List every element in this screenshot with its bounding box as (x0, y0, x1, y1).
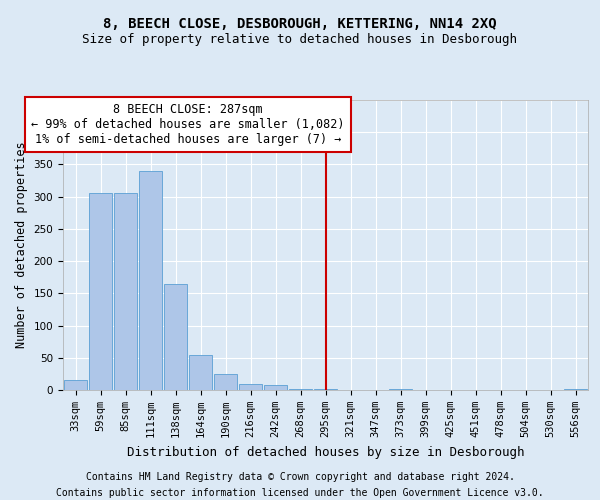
Text: 8, BEECH CLOSE, DESBOROUGH, KETTERING, NN14 2XQ: 8, BEECH CLOSE, DESBOROUGH, KETTERING, N… (103, 18, 497, 32)
Bar (113, 194, 137, 390)
Bar (239, 384, 262, 390)
Text: Contains public sector information licensed under the Open Government Licence v3: Contains public sector information licen… (56, 488, 544, 498)
Text: Contains HM Land Registry data © Crown copyright and database right 2024.: Contains HM Land Registry data © Crown c… (86, 472, 514, 482)
Bar (89, 194, 112, 390)
Bar (389, 388, 412, 390)
Bar (188, 354, 212, 390)
Bar (563, 388, 587, 390)
Bar (139, 171, 163, 390)
Bar (214, 374, 238, 390)
Bar (289, 388, 313, 390)
Y-axis label: Number of detached properties: Number of detached properties (15, 142, 28, 348)
Bar (164, 284, 187, 390)
Bar (64, 380, 88, 390)
Bar (314, 388, 337, 390)
Text: Size of property relative to detached houses in Desborough: Size of property relative to detached ho… (83, 32, 517, 46)
Bar (263, 385, 287, 390)
Text: 8 BEECH CLOSE: 287sqm
← 99% of detached houses are smaller (1,082)
1% of semi-de: 8 BEECH CLOSE: 287sqm ← 99% of detached … (31, 103, 345, 146)
X-axis label: Distribution of detached houses by size in Desborough: Distribution of detached houses by size … (127, 446, 524, 458)
